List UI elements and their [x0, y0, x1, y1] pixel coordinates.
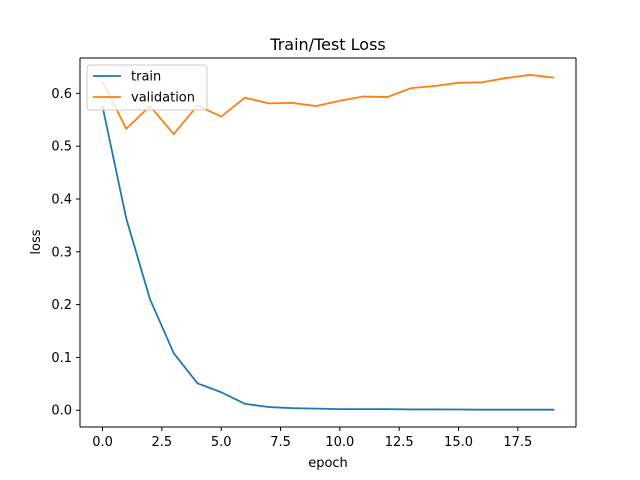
x-axis-label: epoch — [308, 456, 348, 471]
y-axis-ticks: 0.0 0.1 0.2 0.3 0.4 0.5 0.6 — [51, 87, 80, 419]
y-tick-label: 0.0 — [51, 404, 72, 419]
axes-frame — [79, 57, 577, 428]
x-tick-label: 2.5 — [152, 435, 173, 450]
x-tick-label: 0.0 — [92, 435, 113, 450]
series-layer — [101, 74, 555, 411]
x-tick-label: 17.5 — [503, 435, 532, 450]
legend-label-validation: validation — [131, 91, 195, 106]
x-tick-label: 10.0 — [325, 435, 354, 450]
y-tick-label: 0.1 — [51, 351, 72, 366]
chart-title: Train/Test Loss — [269, 35, 385, 54]
plot-area — [80, 58, 576, 427]
legend: train validation — [86, 64, 208, 111]
x-tick-label: 12.5 — [385, 435, 414, 450]
y-tick-label: 0.4 — [51, 192, 72, 207]
y-axis-label: loss — [29, 229, 44, 254]
legend-label-train: train — [131, 70, 161, 85]
x-tick-label: 5.0 — [211, 435, 232, 450]
x-tick-label: 15.0 — [444, 435, 473, 450]
series-line-train — [101, 105, 555, 411]
y-tick-label: 0.2 — [51, 298, 72, 313]
y-tick-label: 0.5 — [51, 140, 72, 155]
y-tick-label: 0.3 — [51, 245, 72, 260]
x-tick-label: 7.5 — [270, 435, 291, 450]
x-axis-ticks: 0.0 2.5 5.0 7.5 10.0 12.5 15.0 17.5 — [92, 427, 532, 450]
series-line-validation — [101, 74, 555, 135]
y-tick-label: 0.6 — [51, 87, 72, 102]
